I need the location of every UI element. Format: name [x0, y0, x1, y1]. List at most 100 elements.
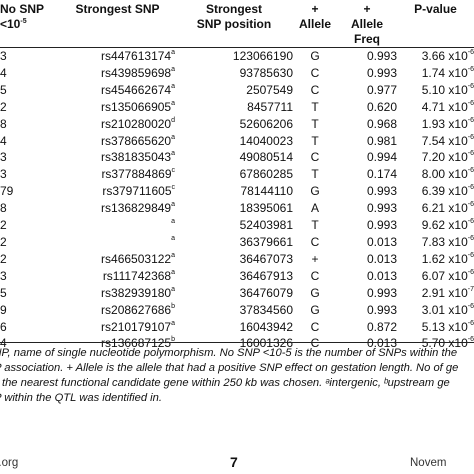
- table-row: 5 rs382939180a 36476079 G 0.993 2.91 x10-7: [0, 285, 474, 302]
- snp-annotation: c: [171, 167, 176, 175]
- snp-annotation: d: [171, 116, 175, 124]
- cell-strongest-snp: rs439859698a: [60, 65, 175, 82]
- table-row: 8 rs136829849a 18395061 A 0.993 6.21 x10-6: [0, 200, 474, 217]
- cell-allele: T: [311, 167, 319, 182]
- p-value-mantissa: 1.62 x10: [421, 251, 468, 266]
- cell-snp-position: 14040023: [239, 133, 293, 148]
- p-value-mantissa: 5.70 x10: [421, 336, 468, 351]
- page-number: 7: [230, 454, 238, 470]
- cell-allele: G: [310, 184, 320, 199]
- cell-allele-freq: 0.872: [366, 319, 397, 334]
- cell-p-value: 3.01 x10-6: [397, 302, 474, 319]
- table-row: 5 rs454662674a 2507549 C 0.977 5.10 x10-6: [0, 82, 474, 99]
- cell-p-value: 5.13 x10-6: [397, 319, 474, 336]
- p-value-exponent: -6: [467, 218, 474, 226]
- snp-id: rs208627686: [101, 302, 172, 317]
- table-row: 2 a 52403981 T 0.993 9.62 x10-6: [0, 217, 474, 234]
- cell-allele-freq: 0.993: [366, 285, 397, 300]
- cell-no-snp: 3: [0, 49, 7, 63]
- cell-p-value: 7.83 x10-6: [397, 234, 474, 251]
- table-row: 4 rs136687125b 16001326 C 0.013 5.70 x10-6: [0, 335, 474, 352]
- p-value-mantissa: 8.00 x10: [421, 167, 468, 182]
- cell-strongest-snp: rs381835043a: [60, 149, 175, 166]
- table-row: 3 rs381835043a 49080514 C 0.994 7.20 x10-6: [0, 149, 474, 166]
- snp-id: rs466503122: [101, 251, 172, 266]
- cell-allele: C: [310, 336, 320, 351]
- cell-allele-freq: 0.174: [366, 167, 397, 182]
- snp-annotation: a: [171, 49, 175, 56]
- p-value-exponent: -6: [467, 82, 474, 90]
- cell-strongest-snp: rs377884869c: [60, 166, 175, 183]
- p-value-mantissa: 3.66 x10: [421, 49, 468, 63]
- snp-annotation: a: [171, 218, 175, 226]
- cell-no-snp: 3: [0, 150, 7, 165]
- snp-annotation: c: [171, 184, 176, 192]
- header-strongest-snp: Strongest SNP: [60, 0, 175, 48]
- p-value-exponent: -6: [467, 234, 474, 242]
- p-value-mantissa: 2.91 x10: [421, 285, 468, 300]
- cell-strongest-snp: rs379711605c: [60, 183, 175, 200]
- cell-allele: C: [310, 150, 320, 165]
- cell-snp-position: 67860285: [239, 167, 293, 182]
- header-no-snp: No SNP <10-5: [0, 0, 60, 48]
- cell-strongest-snp: rs136829849a: [60, 200, 175, 217]
- cell-snp-position: 16001326: [239, 336, 293, 351]
- table-row: 6 rs210179107a 16043942 C 0.872 5.13 x10-6: [0, 319, 474, 336]
- snp-annotation: a: [171, 319, 175, 327]
- snp-annotation: a: [171, 234, 175, 242]
- p-value-exponent: -6: [467, 336, 474, 344]
- cell-snp-position: 18395061: [239, 201, 293, 216]
- p-value-exponent: -6: [467, 167, 474, 175]
- cell-p-value: 9.62 x10-6: [397, 217, 474, 234]
- p-value-mantissa: 5.13 x10: [421, 319, 468, 334]
- cell-strongest-snp: rs210179107a: [60, 319, 175, 336]
- snp-id: rs136687125: [101, 336, 172, 351]
- cell-allele: T: [311, 99, 319, 114]
- cell-allele: T: [311, 133, 319, 148]
- snp-id: rs210280020: [101, 116, 172, 131]
- snp-annotation: a: [171, 82, 175, 90]
- cell-snp-position: 93785630: [239, 65, 293, 80]
- cell-allele-freq: 0.013: [366, 336, 397, 351]
- cell-allele: C: [310, 82, 320, 97]
- cell-no-snp: 2: [0, 234, 7, 249]
- cell-snp-position: 78144110: [240, 184, 294, 199]
- cell-strongest-snp: rs447613174a: [60, 48, 175, 65]
- cell-p-value: 3.66 x10-6: [397, 48, 474, 65]
- cell-snp-position: 52403981: [239, 218, 293, 233]
- p-value-mantissa: 7.83 x10: [421, 234, 468, 249]
- header-allele: + Allele: [293, 0, 337, 48]
- snp-results-table: No SNP <10-5 Strongest SNP Strongest SNP…: [0, 0, 474, 352]
- table-row: 9 rs208627686b 37834560 G 0.993 3.01 x10-6: [0, 302, 474, 319]
- cell-no-snp: 2: [0, 99, 7, 114]
- table-row: 2 rs466503122a 36467073 +0.013 1.62 x10-6: [0, 251, 474, 268]
- cell-p-value: 1.74 x10-6: [397, 65, 474, 82]
- cell-allele-freq: 0.993: [366, 201, 397, 216]
- p-value-mantissa: 9.62 x10: [421, 218, 468, 233]
- cell-snp-position: 2507549: [246, 82, 293, 97]
- p-value-exponent: -6: [467, 184, 474, 192]
- journal-url[interactable]: n.org: [0, 457, 19, 469]
- header-allele-freq: + Allele Freq: [337, 0, 397, 48]
- snp-annotation: a: [171, 99, 175, 107]
- cell-allele-freq: 0.993: [366, 302, 397, 317]
- cell-no-snp: 3: [0, 167, 7, 182]
- snp-annotation: a: [171, 150, 175, 158]
- p-value-exponent: -6: [467, 133, 474, 141]
- cell-no-snp: 5: [0, 285, 7, 300]
- snp-annotation: a: [171, 201, 175, 209]
- snp-id: rs381835043: [101, 150, 172, 165]
- cell-allele: C: [310, 319, 320, 334]
- cell-allele: +: [311, 251, 319, 266]
- table-footnote: SNP, name of single nucleotide polymorph…: [0, 346, 474, 406]
- cell-p-value: 4.71 x10-6: [397, 99, 474, 116]
- cell-no-snp: 6: [0, 319, 7, 334]
- cell-no-snp: 2: [0, 251, 7, 266]
- p-value-exponent: -6: [467, 201, 474, 209]
- cell-snp-position: 8457711: [247, 99, 293, 114]
- snp-id: rs447613174: [101, 49, 172, 63]
- cell-strongest-snp: rs466503122a: [60, 251, 175, 268]
- table-bottom-rule: [0, 342, 474, 343]
- p-value-mantissa: 3.01 x10: [421, 302, 468, 317]
- cell-strongest-snp: rs135066905a: [60, 99, 175, 116]
